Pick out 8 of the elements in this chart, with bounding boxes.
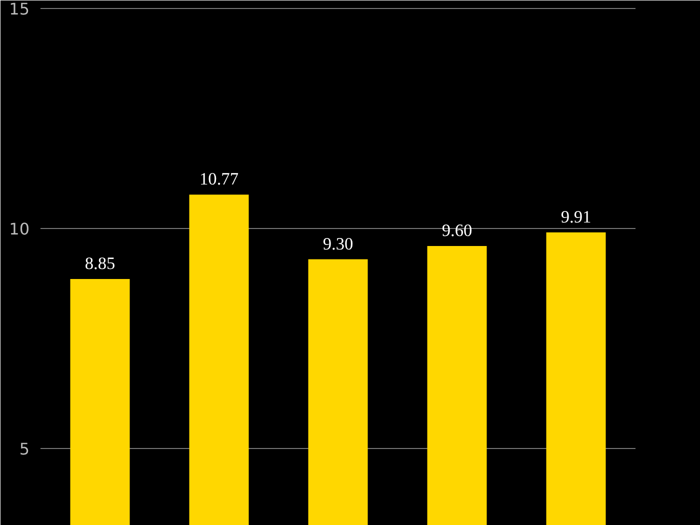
data-label: 9.30 bbox=[322, 234, 354, 254]
y-tick-label: 5 bbox=[19, 439, 30, 458]
y-tick-label: 10 bbox=[9, 219, 30, 238]
data-label: 9.60 bbox=[442, 221, 472, 240]
data-label: 9.91 bbox=[560, 207, 592, 226]
data-label: 10.77 bbox=[200, 170, 239, 189]
data-label: 8.85 bbox=[84, 254, 116, 274]
y-tick-label: 15 bbox=[9, 0, 30, 18]
